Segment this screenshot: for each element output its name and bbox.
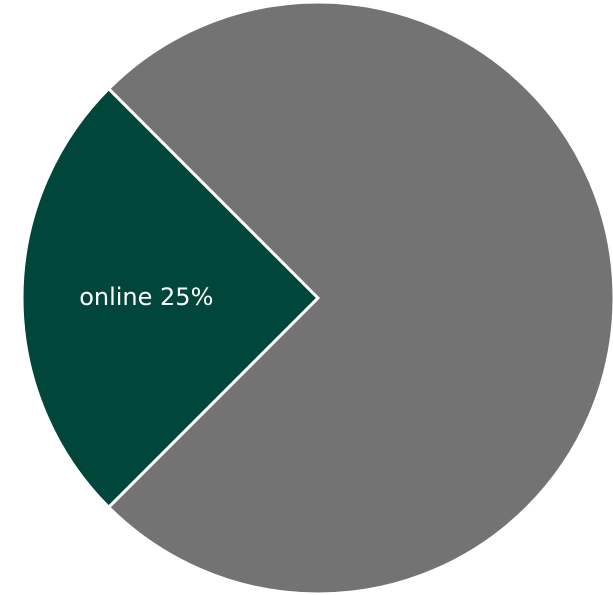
pie-slice-0 bbox=[20, 86, 321, 510]
pie-slice-label-0: online 25% bbox=[79, 283, 213, 311]
pie-slice-1 bbox=[106, 0, 613, 595]
